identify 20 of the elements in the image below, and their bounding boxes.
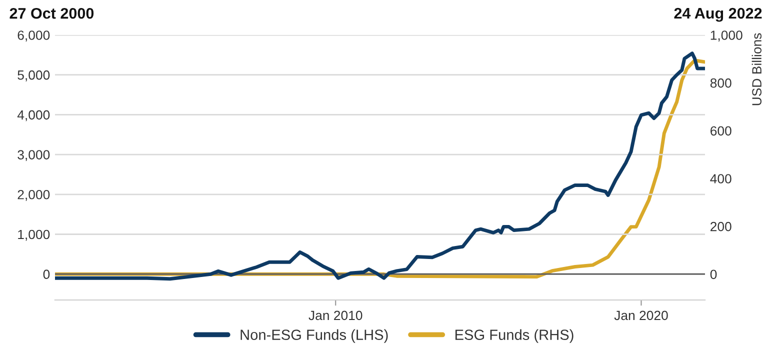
x-tick-label: Jan 2020	[614, 310, 668, 320]
legend-label: ESG Funds (RHS)	[455, 329, 574, 343]
y-tick-label: 2,000	[18, 190, 50, 201]
x-tick-label: Jan 2010	[308, 310, 362, 320]
y-tick-label: 3,000	[18, 150, 50, 162]
y-tick-label: 5,000	[18, 70, 50, 82]
y-tick-label: 0	[43, 270, 50, 280]
y-tick-label: 6,000	[18, 30, 50, 42]
legend-label: Non-ESG Funds (LHS)	[240, 329, 388, 343]
y2-tick-label: 400	[710, 174, 732, 184]
y2-tick-label: 800	[710, 78, 732, 88]
y2-tick-label: 200	[710, 222, 732, 232]
y2-tick-label: 600	[710, 126, 732, 136]
y-tick-label: 4,000	[17, 110, 50, 122]
y2-axis-title: USD Billions	[752, 33, 762, 106]
text: 24 Aug 2022	[674, 8, 762, 22]
y2-tick-label: 0	[710, 270, 717, 280]
y2-tick-label: 1,000	[710, 30, 742, 42]
text: 27 Oct 2000	[10, 8, 94, 19]
y-tick-label: 1,000	[18, 230, 50, 241]
